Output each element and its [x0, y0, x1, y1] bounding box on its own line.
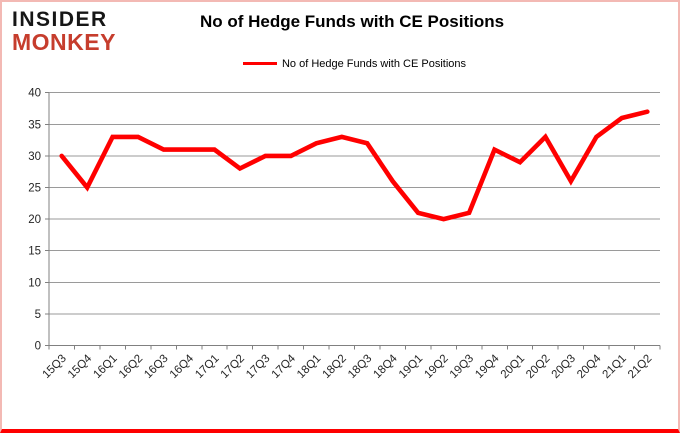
logo-text-insider: INSIDER — [12, 8, 108, 31]
y-axis-tick-label: 30 — [28, 151, 41, 163]
x-axis-tick-label: 20Q3 — [550, 353, 578, 381]
y-axis-tick-label: 25 — [28, 183, 41, 195]
x-axis-tick-label: 19Q2 — [422, 353, 450, 381]
y-axis-tick-label: 5 — [35, 309, 41, 321]
legend-line-swatch — [242, 61, 277, 65]
x-axis-tick-label: 16Q3 — [142, 353, 170, 381]
x-axis-tick-label: 17Q3 — [244, 353, 272, 381]
logo-text-monkey: MONKEY — [12, 29, 116, 55]
series-line — [59, 109, 650, 222]
x-axis-tick-label: 18Q1 — [295, 353, 323, 381]
x-axis-tick-label: 15Q4 — [66, 352, 95, 381]
y-axis-tick-label: 40 — [28, 88, 41, 100]
x-axis-tick-label: 20Q1 — [499, 353, 527, 381]
x-axis-tick-label: 21Q1 — [601, 353, 629, 381]
insider-monkey-logo: INSIDER MONKEY — [12, 8, 116, 55]
y-axis-tick-label: 15 — [28, 246, 41, 258]
x-axis-tick-label: 18Q3 — [346, 353, 374, 381]
x-axis-tick-label: 16Q4 — [168, 352, 197, 381]
y-axis-tick-label: 20 — [28, 214, 41, 226]
x-axis-tick-label: 20Q4 — [575, 352, 604, 381]
legend: No of Hedge Funds with CE Positions — [49, 58, 660, 70]
x-axis-tick-label: 17Q1 — [193, 353, 221, 381]
x-axis-tick-label: 16Q2 — [117, 353, 145, 381]
x-axis-tick-label: 19Q4 — [473, 352, 502, 381]
legend-label: No of Hedge Funds with CE Positions — [281, 58, 467, 71]
x-axis-tick-label: 21Q2 — [626, 353, 654, 381]
x-axis-tick-label: 19Q1 — [397, 353, 425, 381]
x-axis-tick-label: 18Q4 — [371, 352, 400, 381]
chart-title: No of Hedge Funds with CE Positions — [199, 12, 505, 31]
x-axis-tick-label: 17Q4 — [270, 352, 299, 381]
x-axis-tick-label: 15Q3 — [40, 353, 68, 381]
x-axis-tick-label: 19Q3 — [448, 353, 476, 381]
x-axis-tick-label: 17Q2 — [219, 353, 247, 381]
y-axis-tick-label: 0 — [35, 341, 41, 353]
x-axis-tick-label: 16Q1 — [91, 353, 119, 381]
y-axis-tick-label: 35 — [28, 119, 41, 131]
x-axis-tick-label: 20Q2 — [524, 353, 552, 381]
y-axis-tick-label: 10 — [28, 277, 41, 289]
x-axis-tick-label: 18Q2 — [321, 353, 349, 381]
